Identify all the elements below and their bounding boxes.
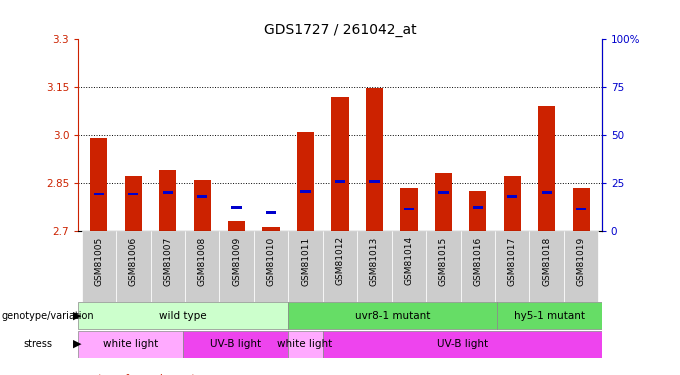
Bar: [183, 331, 288, 358]
Text: white light: white light: [103, 339, 158, 349]
Bar: [194, 180, 211, 231]
Text: GSM81008: GSM81008: [198, 236, 207, 286]
Bar: [288, 231, 323, 302]
Bar: [322, 331, 602, 358]
Bar: [576, 207, 586, 210]
Bar: [78, 302, 288, 330]
Text: UV-B light: UV-B light: [437, 339, 488, 349]
Text: GSM81018: GSM81018: [542, 236, 551, 286]
Bar: [438, 191, 449, 194]
Text: uvr8-1 mutant: uvr8-1 mutant: [355, 311, 430, 321]
Bar: [323, 231, 357, 302]
Bar: [124, 176, 142, 231]
Bar: [94, 192, 104, 195]
Text: GSM81007: GSM81007: [163, 236, 172, 286]
Bar: [331, 97, 349, 231]
Bar: [288, 331, 322, 358]
Text: GSM81011: GSM81011: [301, 236, 310, 286]
Text: wild type: wild type: [159, 311, 207, 321]
Bar: [335, 180, 345, 183]
Bar: [78, 331, 183, 358]
Text: stress: stress: [23, 339, 52, 349]
Text: white light: white light: [277, 339, 333, 349]
Bar: [159, 170, 176, 231]
Bar: [497, 302, 602, 330]
Text: GSM81017: GSM81017: [508, 236, 517, 286]
Bar: [507, 195, 517, 198]
Bar: [473, 206, 483, 209]
Bar: [254, 231, 288, 302]
Bar: [495, 231, 530, 302]
Text: GSM81016: GSM81016: [473, 236, 482, 286]
Bar: [426, 231, 460, 302]
Bar: [538, 106, 556, 231]
Title: GDS1727 / 261042_at: GDS1727 / 261042_at: [264, 23, 416, 37]
Bar: [460, 231, 495, 302]
Bar: [116, 231, 150, 302]
Bar: [90, 138, 107, 231]
Bar: [82, 231, 116, 302]
Bar: [469, 191, 486, 231]
Bar: [128, 192, 139, 195]
Bar: [357, 231, 392, 302]
Bar: [163, 191, 173, 194]
Text: GSM81015: GSM81015: [439, 236, 448, 286]
Text: GSM81013: GSM81013: [370, 236, 379, 286]
Text: hy5-1 mutant: hy5-1 mutant: [514, 311, 585, 321]
Bar: [262, 227, 279, 231]
Bar: [573, 188, 590, 231]
Text: GSM81009: GSM81009: [232, 236, 241, 286]
Text: GSM81019: GSM81019: [577, 236, 585, 286]
Bar: [366, 88, 383, 231]
Bar: [404, 207, 414, 210]
Bar: [504, 176, 521, 231]
Bar: [288, 302, 497, 330]
Bar: [197, 195, 207, 198]
Bar: [401, 188, 418, 231]
Bar: [301, 190, 311, 193]
Text: GSM81014: GSM81014: [405, 236, 413, 285]
Bar: [228, 221, 245, 231]
Bar: [435, 173, 452, 231]
Text: ▶: ▶: [73, 339, 82, 349]
Text: GSM81012: GSM81012: [335, 236, 345, 285]
Bar: [369, 180, 379, 183]
Text: GSM81010: GSM81010: [267, 236, 275, 286]
Text: ▶: ▶: [73, 311, 82, 321]
Text: UV-B light: UV-B light: [209, 339, 261, 349]
Bar: [220, 231, 254, 302]
Text: GSM81005: GSM81005: [95, 236, 103, 286]
Bar: [231, 206, 242, 209]
Bar: [541, 191, 552, 194]
Bar: [185, 231, 220, 302]
Text: genotype/variation: genotype/variation: [1, 311, 94, 321]
Text: ■  transformed count: ■ transformed count: [82, 374, 195, 375]
Text: GSM81006: GSM81006: [129, 236, 138, 286]
Bar: [266, 211, 276, 214]
Bar: [530, 231, 564, 302]
Bar: [150, 231, 185, 302]
Bar: [564, 231, 598, 302]
Bar: [392, 231, 426, 302]
Bar: [297, 132, 314, 231]
